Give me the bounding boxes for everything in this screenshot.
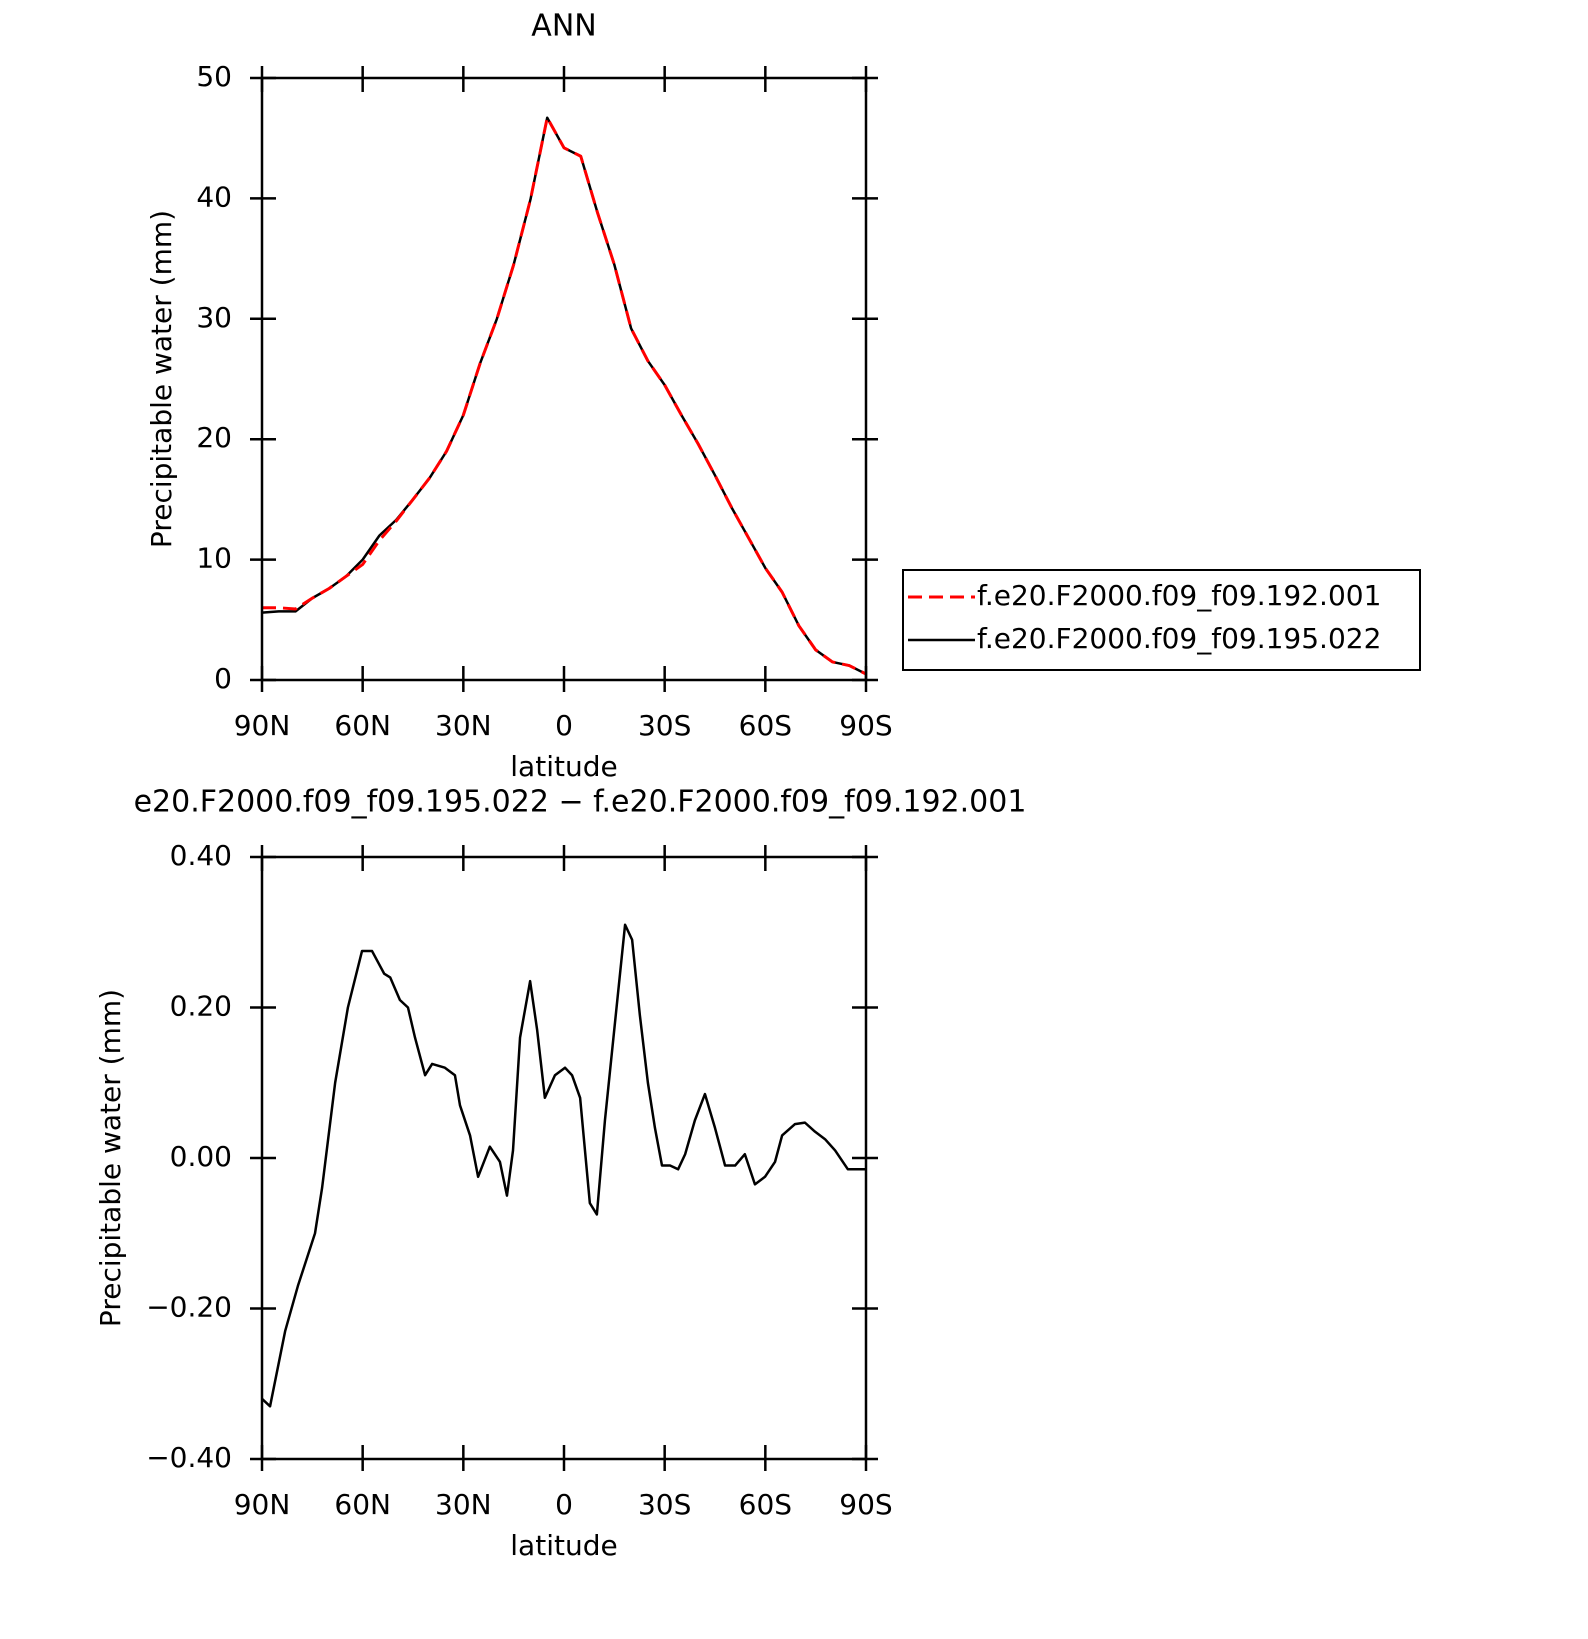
y-tick-label: 20 [196,421,232,454]
x-tick-label: 30S [638,1488,691,1521]
x-tick-label: 30N [435,1488,492,1521]
y-tick-label: 40 [196,180,232,213]
y-tick-label: 0 [214,662,232,695]
chart-title: ANN [531,9,596,44]
x-tick-label: 90N [234,1488,291,1521]
y-tick-label: −0.20 [146,1291,232,1324]
plot-frame [260,855,868,1461]
chart-title: e20.F2000.f09_f09.195.022 − f.e20.F2000.… [134,785,1027,820]
x-tick-label: 0 [555,1488,573,1521]
x-tick-label: 60S [739,1488,792,1521]
y-axis-label: Precipitable water (mm) [94,989,127,1327]
x-tick-label: 30S [638,709,691,742]
series-line [261,923,866,1408]
y-tick-label: 10 [196,542,232,575]
y-tick-label: 50 [196,60,232,93]
y-axis-label: Precipitable water (mm) [145,210,178,548]
legend-label: f.e20.F2000.f09_f09.195.022 [977,622,1381,655]
x-tick-label: 60N [334,709,391,742]
x-tick-label: 90S [839,1488,892,1521]
y-tick-label: 30 [196,301,232,334]
legend-box [902,569,1421,671]
x-tick-label: 60N [334,1488,391,1521]
y-tick-label: −0.40 [146,1441,232,1474]
series-line [261,116,867,676]
series-line [262,116,867,676]
y-tick-label: 0.20 [170,990,232,1023]
y-tick-label: 0.40 [170,839,232,872]
x-tick-label: 60S [739,709,792,742]
plot: ANN latitude Precipitable water (mm) 0 10 20 3… [145,9,1421,783]
x-axis-label: latitude [510,750,617,783]
x-tick-label: 90N [234,709,291,742]
plot-frame [260,76,868,682]
x-tick-label: 30N [435,709,492,742]
y-tick-label: 0.00 [170,1140,232,1173]
legend-label: f.e20.F2000.f09_f09.192.001 [977,579,1381,612]
x-tick-label: 0 [555,709,573,742]
x-axis-label: latitude [510,1529,617,1562]
plot: e20.F2000.f09_f09.195.022 − f.e20.F2000.… [94,785,1026,1563]
x-tick-label: 90S [839,709,892,742]
